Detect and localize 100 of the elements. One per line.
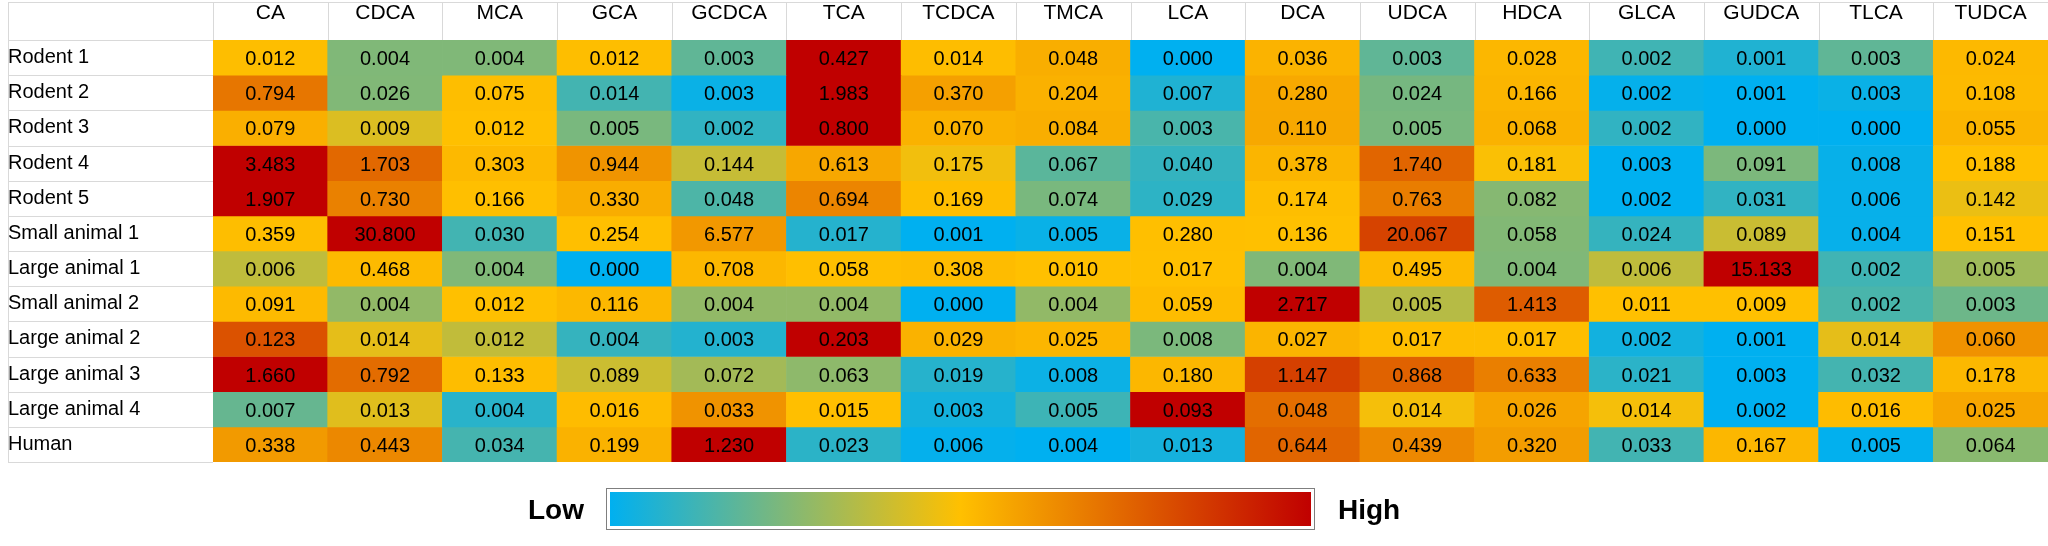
data-label: 0.142 <box>1965 187 2016 210</box>
y-tick-label: Large animal 2 <box>8 326 141 349</box>
data-label: 0.002 <box>1621 328 1672 351</box>
data-label: 0.013 <box>1162 433 1213 456</box>
data-label: 0.093 <box>1162 398 1213 421</box>
data-label: 0.059 <box>1162 293 1213 316</box>
data-label: 0.002 <box>1736 398 1787 421</box>
x-tick-label: GCDCA <box>691 0 768 24</box>
data-label: 0.151 <box>1965 222 2016 245</box>
data-label: 0.029 <box>1162 187 1213 210</box>
data-label: 0.084 <box>1048 117 1099 140</box>
x-tick-label: LCA <box>1167 0 1209 24</box>
data-label: 0.048 <box>1277 398 1328 421</box>
x-tick-label: CDCA <box>355 0 415 24</box>
data-label: 1.413 <box>1506 293 1557 316</box>
data-label: 0.024 <box>1965 47 2016 70</box>
data-label: 0.017 <box>1162 258 1213 281</box>
data-label: 2.717 <box>1277 293 1328 316</box>
data-label: 0.004 <box>704 293 755 316</box>
data-label: 0.019 <box>933 363 984 386</box>
y-tick-label: Rodent 1 <box>8 45 90 68</box>
data-label: 0.032 <box>1850 363 1901 386</box>
data-label: 0.144 <box>704 152 755 175</box>
data-label: 0.792 <box>360 363 411 386</box>
data-label: 0.004 <box>360 47 411 70</box>
data-label: 0.016 <box>589 398 640 421</box>
x-tick-label: TMCA <box>1043 0 1103 24</box>
x-tick-label: GLCA <box>1618 0 1676 24</box>
x-tick-label: DCA <box>1280 0 1325 24</box>
data-label: 0.000 <box>933 293 984 316</box>
x-tick-label: CA <box>255 0 285 24</box>
data-label: 0.014 <box>360 328 411 351</box>
data-label: 0.005 <box>1392 117 1443 140</box>
data-label: 0.330 <box>589 187 640 210</box>
data-label: 0.003 <box>1850 47 1901 70</box>
data-label: 6.577 <box>704 222 755 245</box>
data-label: 0.004 <box>1048 433 1099 456</box>
data-label: 0.075 <box>474 82 525 105</box>
data-label: 0.002 <box>1621 117 1672 140</box>
data-label: 0.014 <box>933 47 984 70</box>
data-label: 0.378 <box>1277 152 1328 175</box>
data-label: 0.033 <box>1621 433 1672 456</box>
data-label: 0.048 <box>704 187 755 210</box>
data-label: 0.010 <box>1048 258 1099 281</box>
data-label: 0.091 <box>1736 152 1787 175</box>
data-label: 0.021 <box>1621 363 1672 386</box>
data-label: 0.025 <box>1048 328 1099 351</box>
data-label: 0.359 <box>245 222 296 245</box>
data-label: 0.068 <box>1506 117 1557 140</box>
data-label: 0.060 <box>1965 328 2016 351</box>
x-tick-label: HDCA <box>1502 0 1562 24</box>
data-label: 0.015 <box>818 398 869 421</box>
data-label: 1.660 <box>245 363 296 386</box>
data-label: 0.005 <box>1048 398 1099 421</box>
y-tick-label: Human <box>8 431 73 454</box>
data-label: 0.058 <box>818 258 869 281</box>
data-label: 0.180 <box>1162 363 1213 386</box>
data-label: 0.136 <box>1277 222 1328 245</box>
data-label: 0.178 <box>1965 363 2016 386</box>
data-label: 0.001 <box>933 222 984 245</box>
data-label: 0.443 <box>360 433 411 456</box>
data-label: 0.188 <box>1965 152 2016 175</box>
y-tick-label: Rodent 4 <box>8 150 90 173</box>
data-label: 0.005 <box>1965 258 2016 281</box>
data-label: 0.033 <box>704 398 755 421</box>
data-label: 0.005 <box>1048 222 1099 245</box>
data-label: 1.230 <box>704 433 755 456</box>
data-label: 0.002 <box>1621 187 1672 210</box>
data-label: 0.063 <box>818 363 869 386</box>
data-label: 0.800 <box>818 117 869 140</box>
data-label: 0.014 <box>1850 328 1901 351</box>
data-label: 0.495 <box>1392 258 1443 281</box>
data-label: 0.004 <box>1506 258 1557 281</box>
text: Low <box>528 493 584 527</box>
x-tick-label: TLCA <box>1849 0 1903 24</box>
data-label: 0.000 <box>1736 117 1787 140</box>
data-label: 30.800 <box>354 222 416 245</box>
data-label: 0.280 <box>1277 82 1328 105</box>
data-label: 0.003 <box>1162 117 1213 140</box>
data-label: 0.001 <box>1736 47 1787 70</box>
data-label: 0.070 <box>933 117 984 140</box>
data-label: 0.006 <box>1621 258 1672 281</box>
data-label: 0.082 <box>1506 187 1557 210</box>
data-label: 0.003 <box>1392 47 1443 70</box>
data-label: 0.023 <box>818 433 869 456</box>
data-label: 0.108 <box>1965 82 2016 105</box>
data-label: 0.003 <box>704 328 755 351</box>
data-label: 20.067 <box>1386 222 1448 245</box>
x-tick-label: TCA <box>822 0 865 24</box>
data-label: 15.133 <box>1730 258 1792 281</box>
data-label: 0.439 <box>1392 433 1443 456</box>
data-label: 0.613 <box>818 152 869 175</box>
data-label: 0.003 <box>704 82 755 105</box>
data-label: 0.074 <box>1048 187 1099 210</box>
y-tick-label: Large animal 1 <box>8 256 141 279</box>
data-label: 0.007 <box>245 398 296 421</box>
data-label: 0.004 <box>1277 258 1328 281</box>
data-label: 0.166 <box>474 187 525 210</box>
data-label: 0.002 <box>1850 258 1901 281</box>
x-tick-label: GCA <box>591 0 638 24</box>
